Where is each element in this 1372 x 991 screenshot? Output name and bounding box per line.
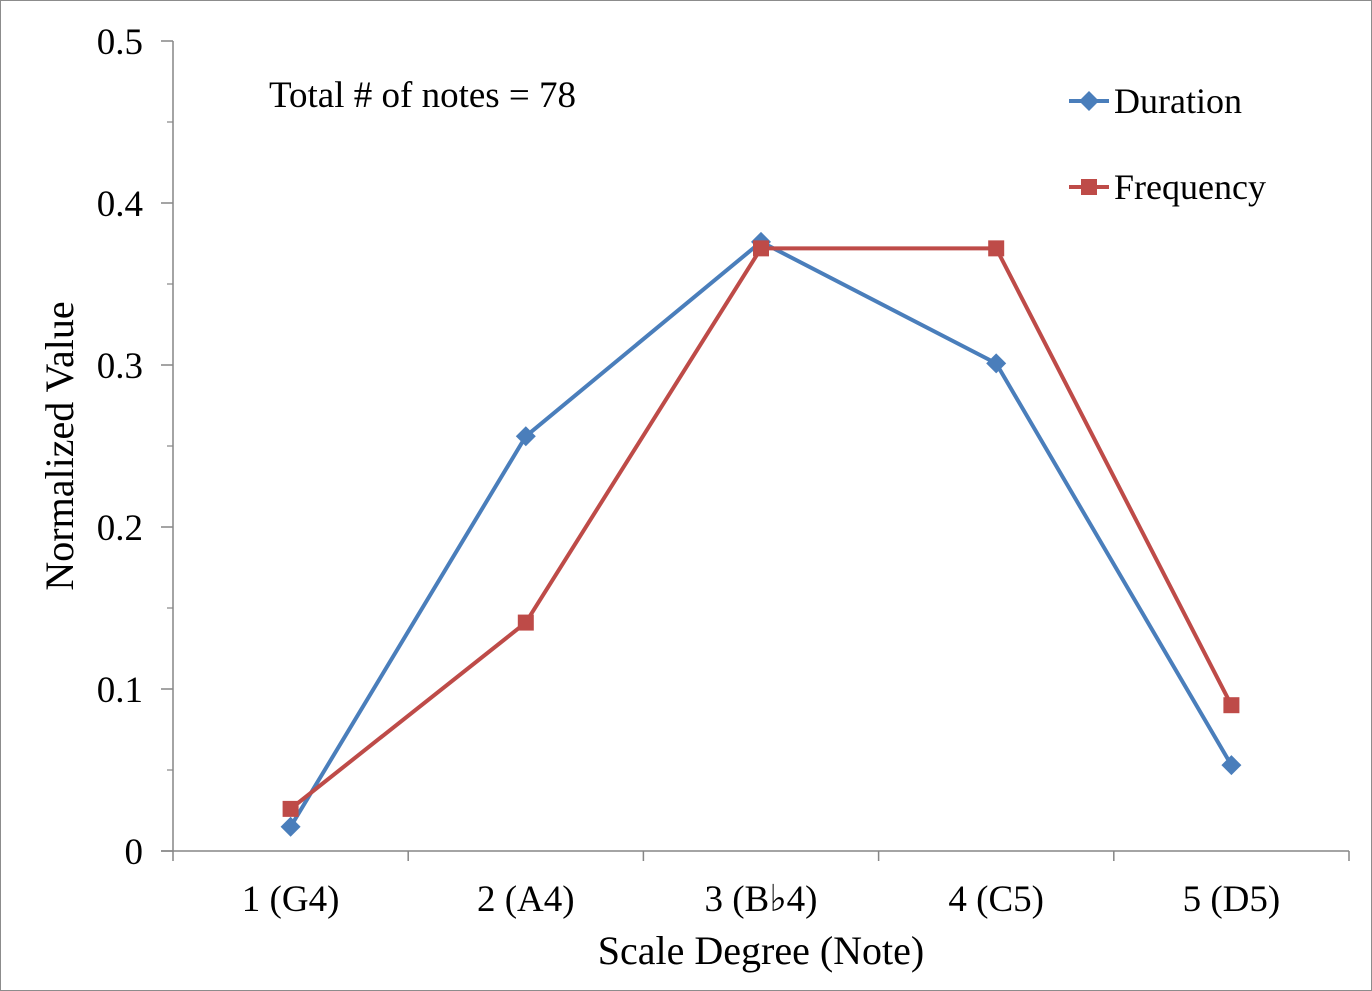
- legend: Duration Frequency: [1069, 81, 1266, 207]
- data-point-square: [282, 800, 299, 817]
- data-point-diamond: [986, 353, 1007, 374]
- legend-item-frequency: Frequency: [1069, 167, 1266, 207]
- legend-frequency-marker: [1081, 179, 1097, 195]
- y-tick-label: 0.3: [97, 346, 143, 387]
- data-point-square: [753, 240, 769, 257]
- y-tick-label: 0.1: [97, 670, 143, 711]
- data-point-square: [1223, 697, 1240, 714]
- series-line: [288, 239, 1234, 828]
- y-tick-label: 0.2: [97, 508, 143, 549]
- x-tick-label: 4 (C5): [948, 879, 1044, 920]
- data-point-diamond: [515, 426, 536, 447]
- y-tick-label: 0.5: [97, 22, 143, 63]
- data-point-diamond: [1221, 755, 1242, 776]
- legend-item-duration: Duration: [1069, 81, 1242, 121]
- data-point-square: [988, 240, 1005, 257]
- legend-duration-label: Duration: [1114, 81, 1242, 121]
- y-tick-label: 0: [125, 832, 144, 873]
- series-frequency: [282, 240, 1240, 817]
- x-axis-title: Scale Degree (Note): [598, 928, 924, 973]
- series-duration: [280, 231, 1242, 837]
- y-axis: 0 0.1 0.2 0.3 0.4 0.5: [97, 22, 174, 873]
- legend-duration-marker: [1079, 91, 1099, 111]
- x-tick-label: 5 (D5): [1183, 879, 1281, 920]
- series-layer: [280, 231, 1242, 837]
- y-axis-title: Normalized Value: [37, 301, 82, 590]
- x-tick-label: 3 (B♭4): [704, 879, 817, 920]
- x-tick-label: 2 (A4): [477, 879, 575, 920]
- notes-count-annotation: Total # of notes = 78: [269, 75, 576, 116]
- x-tick-label: 1 (G4): [242, 879, 340, 920]
- y-tick-label: 0.4: [97, 184, 143, 225]
- data-point-diamond: [280, 816, 301, 837]
- legend-frequency-label: Frequency: [1114, 167, 1266, 207]
- series-line: [289, 246, 1234, 811]
- x-axis: 1 (G4) 2 (A4) 3 (B♭4) 4 (C5) 5 (D5): [161, 850, 1350, 920]
- data-point-square: [517, 614, 534, 631]
